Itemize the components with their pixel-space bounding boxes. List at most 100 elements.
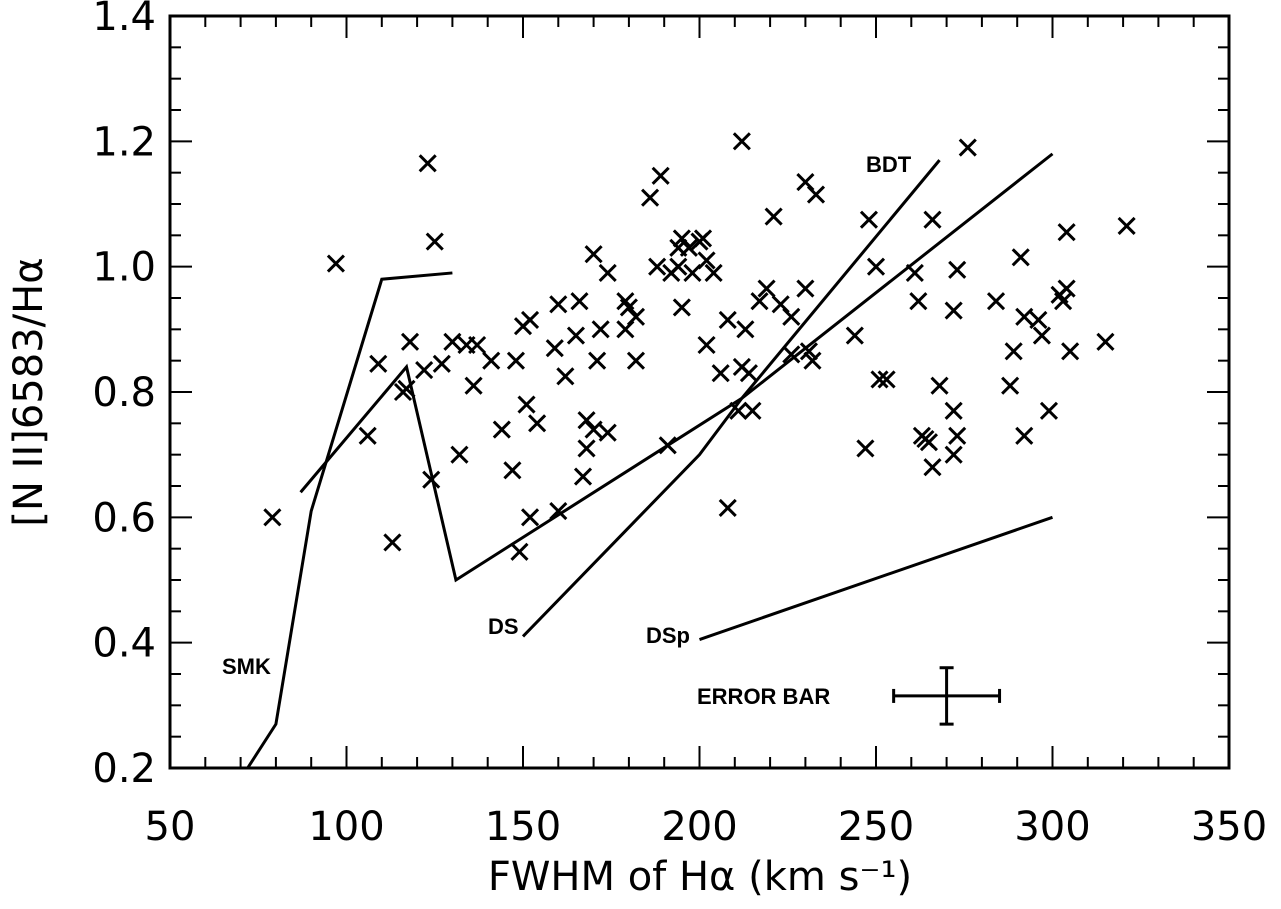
data-point xyxy=(510,542,529,561)
data-point xyxy=(584,420,603,439)
y-tick-label: 0.4 xyxy=(92,621,156,667)
x-axis-title: FWHM of Hα (km s⁻¹) xyxy=(488,854,912,900)
x-tick-label: 300 xyxy=(1014,804,1090,850)
data-point xyxy=(1004,342,1023,361)
data-point xyxy=(443,332,462,351)
data-point xyxy=(598,263,617,282)
data-point xyxy=(743,401,762,420)
data-point xyxy=(422,470,441,489)
y-tick-label: 1.4 xyxy=(92,0,156,40)
data-point xyxy=(626,307,646,326)
data-point xyxy=(1117,216,1136,235)
data-point xyxy=(383,533,402,552)
data-point xyxy=(549,502,568,521)
model-line xyxy=(521,397,744,638)
data-point xyxy=(958,138,977,157)
model-line xyxy=(246,271,453,769)
data-point xyxy=(503,461,522,480)
data-point xyxy=(948,426,967,445)
data-point xyxy=(520,508,540,527)
y-tick-label: 0.6 xyxy=(92,495,156,541)
data-point xyxy=(641,188,660,207)
data-point xyxy=(1054,292,1073,311)
data-point xyxy=(588,351,607,370)
data-point xyxy=(591,320,610,339)
data-point xyxy=(729,401,748,420)
data-point xyxy=(528,414,547,433)
data-point xyxy=(1011,248,1030,267)
y-tick-label: 0.8 xyxy=(92,370,156,416)
data-point xyxy=(397,379,416,398)
bdt-label: BDT xyxy=(866,152,912,177)
data-point xyxy=(930,376,949,395)
x-tick-label: 350 xyxy=(1191,804,1267,850)
data-point xyxy=(573,467,593,486)
data-point xyxy=(750,292,769,311)
x-tick-label: 200 xyxy=(661,804,737,850)
axis-ticks xyxy=(169,15,1230,769)
data-point xyxy=(679,238,698,257)
data-point xyxy=(1015,426,1034,445)
data-point xyxy=(520,310,540,329)
error-bar-label: ERROR BAR xyxy=(697,684,830,709)
data-point xyxy=(782,345,801,364)
data-point xyxy=(619,298,638,317)
x-tick-label: 250 xyxy=(838,804,914,850)
data-point xyxy=(1057,223,1076,242)
data-point xyxy=(845,326,864,345)
data-point xyxy=(732,132,751,151)
data-point xyxy=(263,508,282,527)
data-point xyxy=(866,257,886,276)
error-bar xyxy=(892,666,1002,726)
data-point xyxy=(859,210,879,229)
data-point xyxy=(517,395,536,414)
data-point xyxy=(736,320,755,339)
data-point xyxy=(492,420,511,439)
data-point xyxy=(482,351,501,370)
data-point xyxy=(718,498,737,517)
data-point xyxy=(1039,401,1059,420)
dsp-label: DSp xyxy=(646,623,690,648)
data-point xyxy=(877,370,896,389)
data-point xyxy=(358,426,377,445)
data-point xyxy=(870,370,889,389)
data-point xyxy=(545,339,564,358)
data-point xyxy=(948,260,967,279)
data-point xyxy=(919,433,939,452)
data-point xyxy=(923,210,942,229)
data-point xyxy=(626,351,646,370)
y-tick-label: 0.2 xyxy=(92,746,156,792)
data-point xyxy=(944,445,963,464)
data-point xyxy=(697,251,716,270)
model-line xyxy=(699,515,1053,641)
y-tick-label: 1.2 xyxy=(92,119,156,165)
data-point xyxy=(905,263,924,282)
data-point xyxy=(415,361,434,380)
data-point xyxy=(432,354,451,373)
data-point xyxy=(672,229,691,248)
axis-tick-labels: 50 100 150 200 250 300 350 0.2 0.4 0.6 0.8 1.0 1.2 1.… xyxy=(92,0,1267,850)
data-point xyxy=(450,445,469,464)
y-axis-title: [N II]6583/Hα xyxy=(6,257,52,526)
data-point xyxy=(326,254,345,273)
data-point xyxy=(549,295,568,314)
data-point xyxy=(704,263,723,282)
data-point xyxy=(693,229,713,248)
data-point xyxy=(944,301,963,320)
smk-label: SMK xyxy=(222,654,271,679)
data-point xyxy=(1015,307,1034,326)
model-line xyxy=(740,159,941,400)
data-point xyxy=(799,342,818,361)
data-points xyxy=(263,132,1136,561)
data-point xyxy=(782,307,801,326)
data-point xyxy=(764,207,783,226)
data-point xyxy=(711,364,730,383)
data-point xyxy=(944,401,963,420)
data-point xyxy=(584,245,603,264)
data-point xyxy=(418,154,437,173)
data-point xyxy=(577,411,596,430)
model-line xyxy=(299,152,1054,583)
data-point xyxy=(506,351,526,370)
model-lines xyxy=(246,152,1054,769)
data-point xyxy=(1061,342,1080,361)
